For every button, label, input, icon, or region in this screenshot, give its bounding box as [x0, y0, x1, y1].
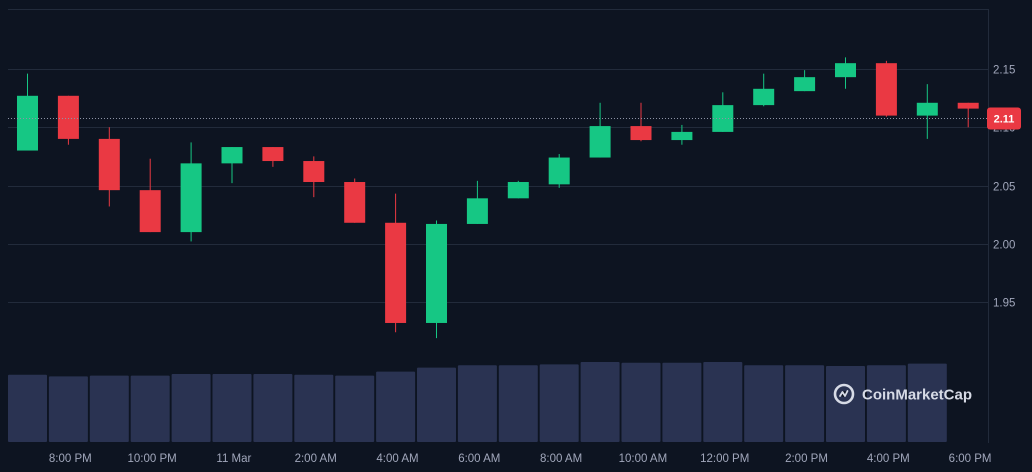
candle[interactable]	[262, 147, 284, 167]
candle[interactable]	[17, 73, 38, 151]
candle-body	[139, 190, 161, 233]
candle-body	[385, 222, 407, 323]
candle[interactable]	[507, 180, 529, 199]
y-axis: 2.152.102.052.001.952.11	[987, 65, 1021, 310]
x-tick-label: 8:00 PM	[49, 453, 92, 465]
volume-bar	[580, 362, 620, 442]
volume-bar	[866, 365, 906, 442]
volume-bar	[703, 362, 743, 442]
candle-body	[835, 63, 856, 78]
volume-bar	[48, 376, 88, 442]
volume-bar	[621, 362, 661, 442]
volume-bar	[89, 375, 129, 442]
coinmarketcap-logo-icon	[833, 383, 855, 405]
y-tick-label: 1.95	[993, 298, 1015, 310]
candle-body	[344, 182, 366, 223]
candle-body	[262, 147, 284, 162]
candle-body	[466, 198, 488, 224]
volume-bar	[253, 374, 293, 442]
candle-body	[180, 163, 202, 233]
candle-body	[426, 223, 447, 323]
volume-bar	[785, 365, 825, 442]
candle-body	[548, 157, 570, 185]
candle-body	[303, 161, 325, 183]
candle[interactable]	[466, 180, 488, 224]
brand-name: CoinMarketCap	[862, 387, 972, 404]
volume-bar	[130, 375, 170, 442]
volume-bar	[907, 363, 947, 442]
x-tick-label: 12:00 PM	[700, 453, 749, 465]
x-tick-label: 10:00 PM	[127, 453, 176, 465]
candle[interactable]	[221, 147, 243, 184]
y-tick-label: 2.00	[993, 240, 1015, 252]
x-tick-label: 2:00 AM	[295, 453, 337, 465]
x-tick-label: 10:00 AM	[619, 453, 668, 465]
candles[interactable]	[17, 57, 979, 339]
volume-bar	[539, 364, 579, 442]
candle-body	[507, 182, 529, 199]
volume-bar	[662, 362, 702, 442]
volume-bar	[171, 374, 211, 442]
volume-bar	[376, 371, 416, 442]
y-tick-label: 2.05	[993, 182, 1015, 194]
candle[interactable]	[139, 158, 161, 233]
volume-bar	[335, 375, 375, 442]
candle[interactable]	[589, 102, 611, 158]
candle[interactable]	[671, 124, 693, 145]
candle-body	[57, 95, 79, 139]
volume-bar	[212, 374, 252, 442]
candle[interactable]	[344, 178, 366, 223]
volume-bar	[8, 374, 47, 442]
volume-bar	[417, 367, 456, 442]
x-tick-label: 11 Mar	[216, 453, 251, 465]
candle-body	[875, 63, 897, 116]
x-tick-label: 6:00 PM	[949, 453, 992, 465]
candle[interactable]	[712, 92, 734, 132]
current-price-tag: 2.11	[987, 107, 1021, 130]
candle[interactable]	[875, 60, 897, 117]
candle[interactable]	[835, 57, 856, 89]
candle-body	[794, 77, 816, 92]
candle[interactable]	[753, 73, 775, 107]
x-tick-label: 4:00 PM	[867, 453, 910, 465]
x-tick-label: 2:00 PM	[785, 453, 828, 465]
x-axis: 8:00 PM 10:00 PM 11 Mar 2:00 AM 4:00 AM 6:00 …	[49, 453, 992, 465]
candle[interactable]	[180, 142, 202, 242]
volume-bar	[744, 365, 784, 442]
candle-body	[957, 102, 979, 109]
candle[interactable]	[385, 193, 407, 333]
brand-watermark: CoinMarketCap	[833, 383, 972, 405]
candle-body	[221, 147, 243, 164]
candle-body	[17, 95, 38, 151]
candle[interactable]	[794, 70, 816, 92]
candle[interactable]	[57, 95, 79, 145]
volume-bar	[498, 365, 538, 442]
volume-bar	[457, 365, 497, 442]
candle-body	[630, 126, 652, 141]
current-price-label: 2.11	[994, 114, 1015, 126]
candle-body	[589, 126, 611, 158]
current-price-tag-bg	[987, 107, 1021, 130]
y-tick-label: 2.15	[993, 65, 1015, 77]
candle-body	[671, 131, 693, 141]
volume-bar	[294, 374, 334, 442]
candle-body	[916, 102, 938, 116]
candle[interactable]	[630, 102, 652, 142]
candle[interactable]	[957, 102, 979, 128]
x-tick-label: 4:00 AM	[376, 453, 418, 465]
candle[interactable]	[98, 127, 120, 207]
candle[interactable]	[548, 154, 570, 188]
volume-bars	[8, 362, 947, 442]
x-tick-label: 8:00 AM	[540, 453, 582, 465]
grid-lines	[8, 9, 989, 443]
candle[interactable]	[916, 84, 938, 139]
candle-body	[98, 138, 120, 191]
candle-body	[753, 88, 775, 106]
candle[interactable]	[426, 220, 447, 339]
x-tick-label: 6:00 AM	[458, 453, 500, 465]
candle[interactable]	[303, 156, 325, 198]
